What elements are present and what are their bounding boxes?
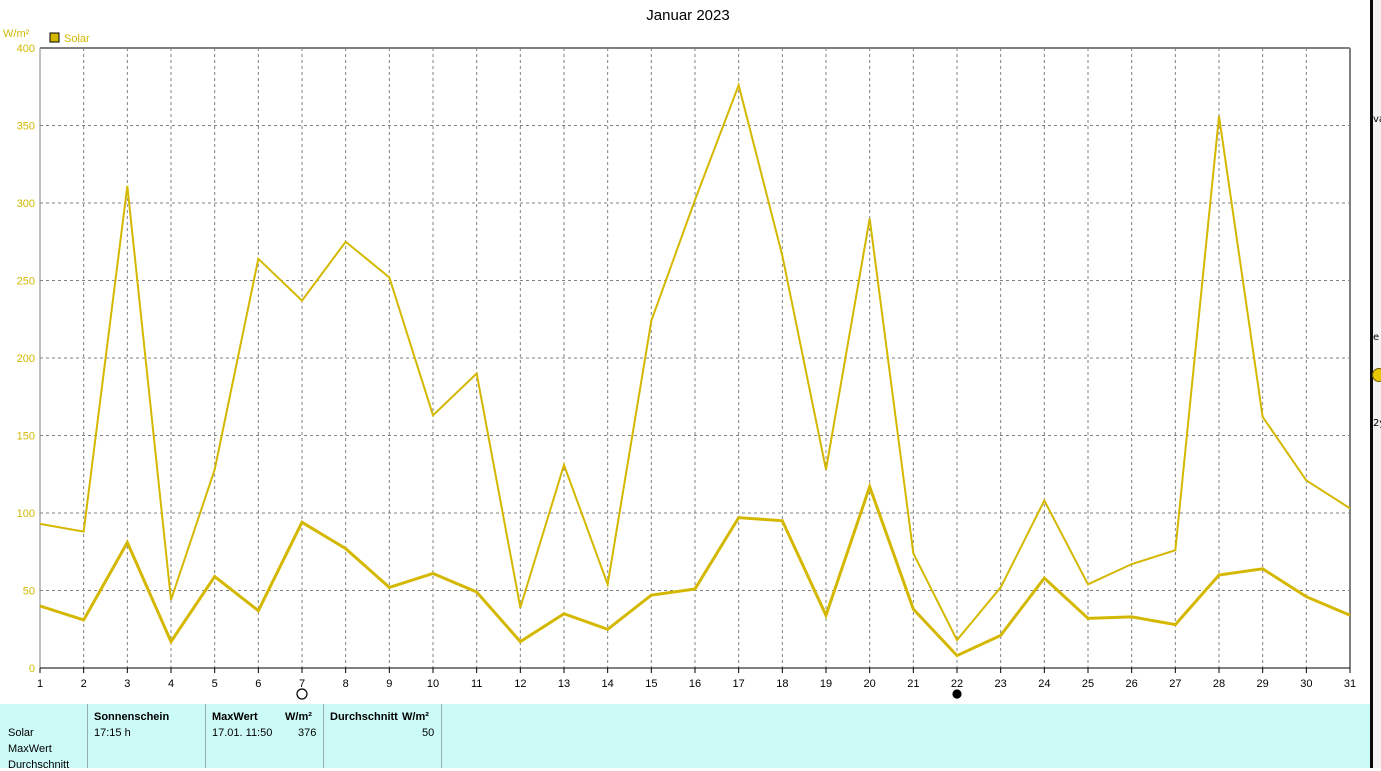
y-tick-label: 150	[17, 431, 35, 443]
x-tick-label: 1	[37, 678, 43, 690]
x-tick-label: 30	[1300, 678, 1312, 690]
adjacent-window-text: e	[1373, 332, 1380, 343]
x-tick-label: 28	[1213, 678, 1225, 690]
y-tick-label: 200	[17, 353, 35, 365]
x-tick-label: 6	[255, 678, 261, 690]
sonnenschein-header: Sonnenschein	[94, 711, 170, 723]
new-moon-marker	[952, 689, 962, 699]
maxwert-time: 17.01. 11:50	[212, 727, 273, 739]
y-tick-label: 0	[29, 663, 35, 675]
series-line	[39, 81, 1351, 642]
x-tick-label: 25	[1082, 678, 1094, 690]
x-tick-label: 7	[299, 678, 305, 690]
x-tick-label: 24	[1038, 678, 1050, 690]
maxwert-value: 376	[298, 727, 317, 739]
y-tick-label: 400	[17, 43, 35, 55]
x-tick-label: 26	[1126, 678, 1138, 690]
y-tick-label: 350	[17, 121, 35, 133]
x-tick-label: 31	[1344, 678, 1356, 690]
x-tick-label: 11	[471, 678, 482, 690]
x-tick-label: 27	[1169, 678, 1181, 690]
x-tick-label: 14	[602, 678, 614, 690]
x-tick-label: 22	[951, 678, 963, 690]
x-tick-label: 29	[1257, 678, 1269, 690]
row-label-solar: Solar	[8, 727, 34, 739]
series-line	[39, 482, 1351, 658]
maxwert-column: MaxWert W/m² 17.01. 11:50 376	[206, 704, 323, 768]
x-tick-label: 2	[81, 678, 87, 690]
y-tick-label: 250	[17, 276, 35, 288]
y-axis-unit-label: W/m²	[3, 28, 30, 40]
x-tick-label: 13	[558, 678, 570, 690]
sonnenschein-column: Sonnenschein 17:15 h	[88, 704, 205, 768]
sonnenschein-value: 17:15 h	[94, 727, 131, 739]
x-tick-label: 21	[907, 678, 919, 690]
x-tick-label: 8	[343, 678, 349, 690]
column-divider	[441, 704, 442, 768]
legend-label: Solar	[64, 33, 90, 45]
x-tick-label: 18	[776, 678, 788, 690]
maxwert-unit: W/m²	[285, 711, 312, 723]
row-label-column: Solar MaxWert Durchschnitt	[0, 704, 87, 771]
y-tick-label: 300	[17, 198, 35, 210]
chart-title: Januar 2023	[646, 7, 729, 24]
x-tick-label: 20	[864, 678, 876, 690]
weather-icon	[1372, 368, 1381, 382]
column-divider	[323, 704, 324, 768]
x-tick-label: 9	[386, 678, 392, 690]
x-tick-label: 16	[689, 678, 701, 690]
x-tick-label: 10	[427, 678, 439, 690]
adjacent-window-text: 2y	[1373, 418, 1381, 429]
x-tick-label: 4	[168, 678, 174, 690]
column-divider	[205, 704, 206, 768]
x-tick-label: 12	[514, 678, 526, 690]
x-tick-label: 17	[733, 678, 745, 690]
adjacent-window-panel	[1373, 0, 1381, 768]
legend-swatch	[49, 32, 60, 43]
row-label-durchschnitt: Durchschnitt	[8, 759, 70, 771]
x-tick-label: 19	[820, 678, 832, 690]
maxwert-header: MaxWert	[212, 711, 258, 723]
x-tick-label: 15	[645, 678, 657, 690]
x-tick-label: 5	[212, 678, 218, 690]
x-tick-label: 3	[124, 678, 130, 690]
x-tick-label: 23	[995, 678, 1007, 690]
summary-table: Solar MaxWert Durchschnitt Sonnenschein …	[0, 704, 1370, 771]
durchschnitt-column: Durchschnitt W/m² 50	[324, 704, 441, 768]
adjacent-window-text: va	[1373, 114, 1381, 125]
durchschnitt-unit: W/m²	[402, 711, 429, 723]
y-tick-label: 50	[23, 586, 35, 598]
full-moon-marker	[296, 688, 308, 700]
row-label-maxwert: MaxWert	[8, 743, 52, 755]
column-divider	[87, 704, 88, 768]
durchschnitt-value: 50	[422, 727, 435, 739]
durchschnitt-header: Durchschnitt	[330, 711, 398, 723]
y-tick-label: 100	[17, 508, 35, 520]
